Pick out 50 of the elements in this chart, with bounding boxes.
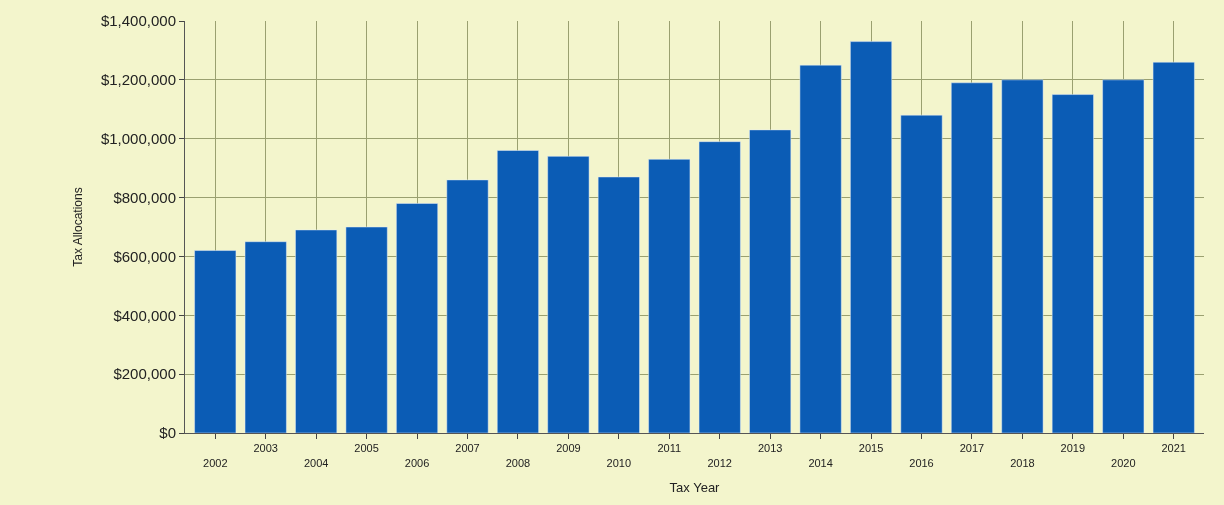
x-tick-label: 2021	[1161, 442, 1186, 455]
bar	[951, 82, 993, 433]
y-tick-label: $600,000	[113, 247, 176, 265]
x-tick-label: 2020	[1111, 456, 1136, 469]
x-tick-label: 2009	[556, 442, 581, 455]
x-tick-label: 2007	[455, 442, 480, 455]
bar	[1051, 94, 1094, 433]
bar	[194, 250, 237, 433]
x-tick-label: 2008	[505, 456, 531, 469]
y-tick-label: $1,200,000	[100, 71, 176, 89]
x-tick-label: 2013	[757, 442, 783, 455]
y-tick-label: $200,000	[113, 365, 176, 383]
x-tick-label: 2016	[909, 456, 934, 469]
x-tick-label: 2015	[858, 442, 884, 455]
bar	[1001, 79, 1044, 433]
x-tick-label: 2005	[354, 442, 379, 455]
x-axis-title: Tax Year	[669, 480, 721, 496]
bar	[446, 179, 489, 433]
bar	[547, 156, 590, 433]
x-tick-label: 2003	[253, 442, 278, 455]
bar	[1102, 79, 1145, 433]
y-tick-label: $800,000	[113, 188, 176, 206]
bar	[497, 150, 539, 433]
x-tick-label: 2012	[707, 456, 732, 469]
bar	[345, 226, 388, 433]
y-axis-title: Tax Allocations	[71, 187, 86, 267]
bar	[698, 141, 741, 433]
bar	[1152, 61, 1195, 433]
y-tick-label: $1,000,000	[100, 129, 176, 147]
x-tick-label: 2004	[303, 456, 329, 469]
y-tick-label: $1,400,000	[100, 12, 176, 30]
bar	[850, 41, 892, 433]
bar	[396, 203, 438, 433]
bar	[244, 241, 287, 433]
x-tick-label: 2002	[203, 456, 228, 469]
bar	[597, 176, 640, 433]
x-tick-label: 2014	[808, 456, 833, 469]
y-tick-label: $0	[159, 424, 176, 442]
x-tick-label: 2017	[959, 442, 985, 455]
x-tick-label: 2010	[606, 456, 632, 469]
bar	[648, 159, 691, 433]
bar	[799, 64, 842, 433]
bar	[900, 114, 943, 433]
x-tick-label: 2018	[1010, 456, 1035, 469]
y-tick-label: $400,000	[113, 306, 176, 324]
x-tick-label: 2006	[404, 456, 430, 469]
bar	[295, 229, 338, 433]
x-tick-label: 2019	[1060, 442, 1086, 455]
x-tick-label: 2011	[657, 442, 682, 455]
bar	[749, 129, 792, 433]
